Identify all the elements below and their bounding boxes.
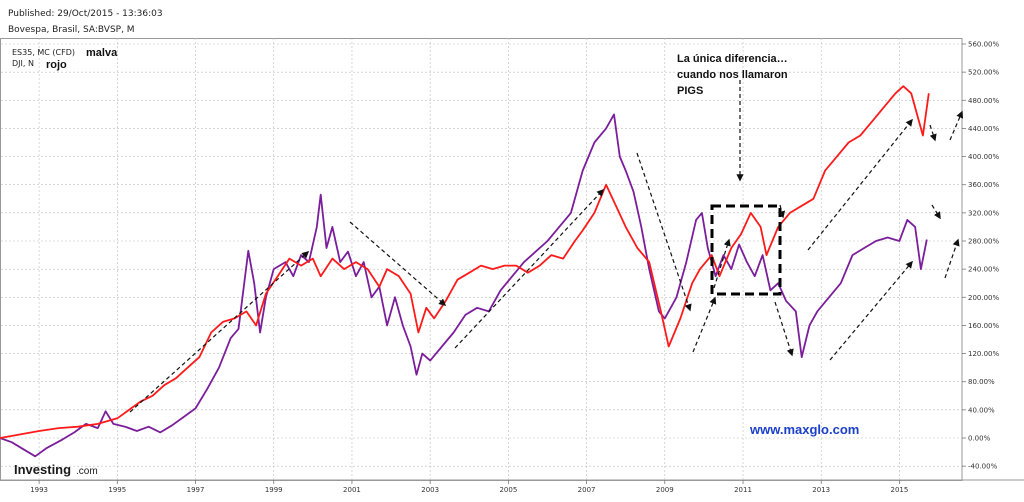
y-tick-label: 560.00%: [968, 41, 999, 49]
trend-arrow: [713, 238, 731, 289]
x-tick-label: 2001: [343, 486, 361, 494]
x-tick-label: 1999: [265, 486, 283, 494]
annotation-line-2: cuando nos llamaron: [677, 69, 788, 81]
annotation-line-1: La única diferencia…: [677, 53, 788, 65]
trend-arrow: [349, 221, 447, 306]
y-tick-label: 80.00%: [968, 378, 995, 386]
y-tick-label: 360.00%: [968, 181, 999, 189]
y-tick-label: 40.00%: [968, 406, 995, 414]
logo-suffix: .com: [76, 466, 98, 477]
logo-wordmark: Investing: [14, 462, 71, 477]
legend: ES35, MC (CFD) malva DJI, N rojo: [12, 47, 118, 71]
series-line-1: [0, 113, 928, 458]
chart-header: Published: 29/Oct/2015 - 13:36:03 Bovesp…: [0, 0, 1024, 38]
y-tick-label: 440.00%: [968, 125, 999, 133]
y-tick-label: 0.00%: [968, 435, 991, 443]
y-tick-label: 200.00%: [968, 294, 999, 302]
x-tick-label: 2009: [656, 486, 674, 494]
x-tick-label: 2013: [812, 486, 830, 494]
x-tick-label: 1997: [187, 486, 205, 494]
y-tick-label: 120.00%: [968, 350, 999, 358]
x-tick-label: 1993: [30, 486, 48, 494]
y-tick-label: 480.00%: [968, 97, 999, 105]
x-axis-ticks: 1993 1995 1997 1999 2001 2003 2005 2007 2009 2011…: [30, 480, 908, 494]
plot-frame: [0, 38, 1024, 481]
trend-arrow: [778, 204, 786, 219]
trend-arrow: [454, 188, 604, 349]
x-tick-label: 2005: [499, 486, 517, 494]
y-tick-label: -40.00%: [968, 463, 998, 471]
legend-series-2-name: DJI, N: [12, 59, 34, 68]
pigs-highlight-box: [710, 204, 782, 296]
x-tick-label: 2015: [891, 486, 909, 494]
y-axis-ticks: 560.00% 520.00% 480.00% 440.00% 400.00% 360.0…: [962, 41, 999, 471]
investing-logo: Investing .com: [14, 462, 98, 477]
y-tick-label: 280.00%: [968, 238, 999, 246]
annotation-line-3: PIGS: [677, 85, 703, 97]
grid-lines: [1, 38, 962, 480]
trend-arrows: [129, 80, 964, 413]
trend-arrow: [929, 124, 937, 142]
x-tick-label: 2011: [734, 486, 752, 494]
series-lines: [0, 85, 930, 458]
y-tick-label: 520.00%: [968, 69, 999, 77]
trend-arrow: [829, 260, 913, 361]
x-tick-label: 1995: [108, 486, 126, 494]
y-tick-label: 240.00%: [968, 266, 999, 274]
trend-arrow: [774, 301, 794, 357]
site-watermark: www.maxglo.com: [749, 422, 859, 437]
published-timestamp: Published: 29/Oct/2015 - 13:36:03: [8, 9, 163, 19]
trend-arrow: [949, 110, 964, 141]
y-tick-label: 160.00%: [968, 322, 999, 330]
trend-arrow: [692, 296, 717, 353]
legend-series-1-name: ES35, MC (CFD): [12, 48, 75, 57]
y-tick-label: 400.00%: [968, 153, 999, 161]
plot-area: [0, 38, 963, 481]
legend-series-1-note: malva: [86, 47, 118, 59]
instrument-title: Bovespa, Brasil, SA:BVSP, M: [8, 25, 135, 35]
annotation: La única diferencia… cuando nos llamaron…: [677, 53, 788, 97]
x-tick-label: 2007: [578, 486, 596, 494]
trend-arrow: [129, 251, 310, 413]
series-line-2: [0, 85, 930, 439]
trend-arrow: [931, 204, 941, 220]
legend-series-2-note: rojo: [46, 59, 67, 71]
x-tick-label: 2003: [421, 486, 439, 494]
y-tick-label: 320.00%: [968, 209, 999, 217]
